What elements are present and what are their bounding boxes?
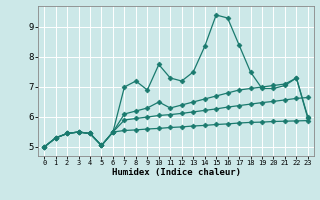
X-axis label: Humidex (Indice chaleur): Humidex (Indice chaleur) bbox=[111, 168, 241, 177]
